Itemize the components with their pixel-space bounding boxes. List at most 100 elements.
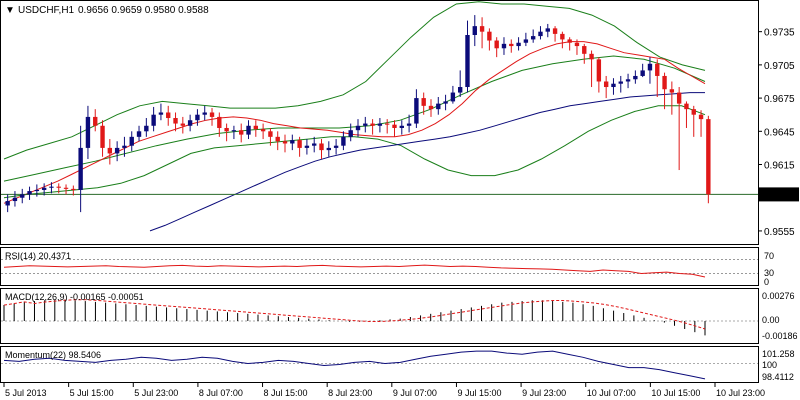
candle-body xyxy=(20,194,25,198)
candle-body xyxy=(479,26,485,32)
candle-body xyxy=(151,114,156,126)
price-tick-label: 0.9645 xyxy=(764,127,795,138)
price-tick-label: 0.9675 xyxy=(764,94,795,105)
time-tick-label: 9 Jul 15:00 xyxy=(457,388,501,398)
candle-body xyxy=(122,145,127,148)
candle-body xyxy=(618,81,623,84)
candle-body xyxy=(290,140,295,144)
candle-body xyxy=(12,197,18,202)
time-tick-label: 8 Jul 07:00 xyxy=(199,388,243,398)
candle-body xyxy=(217,116,222,128)
time-tick-label: 5 Jul 15:00 xyxy=(70,388,114,398)
candle-body xyxy=(633,75,638,80)
candle-body xyxy=(406,123,412,126)
momentum-series-layer xyxy=(1,350,758,380)
current-price-box xyxy=(759,187,799,202)
candle-body xyxy=(574,42,580,47)
macd-label: MACD(12,26,9) -0.00165 -0.00051 xyxy=(5,292,144,302)
candle-body xyxy=(538,31,543,37)
candle-body xyxy=(523,39,529,43)
candle-body xyxy=(195,114,200,121)
candle-body xyxy=(421,98,426,106)
candle-body xyxy=(78,147,83,190)
candle-body xyxy=(691,109,696,115)
candle-body xyxy=(640,70,645,76)
candle-body xyxy=(450,92,456,102)
candle-body xyxy=(129,136,134,146)
momentum-panel-frame xyxy=(0,346,759,383)
price-tick-label: 0.9735 xyxy=(764,28,795,39)
time-tick-label: 8 Jul 23:00 xyxy=(328,388,372,398)
price-tick-label: 0.9705 xyxy=(764,61,795,72)
momentum-level-high: 101.258 xyxy=(762,349,795,359)
candle-body xyxy=(596,59,602,82)
time-tick-label: 9 Jul 23:00 xyxy=(522,388,566,398)
candle-body xyxy=(399,125,404,128)
momentum-line xyxy=(3,350,706,380)
macd-panel-frame xyxy=(0,288,759,344)
candle-body xyxy=(239,130,244,135)
candle-body xyxy=(625,79,631,82)
candle-body xyxy=(662,75,667,90)
axis-layer: 0.9735 0.9705 0.9675 0.9645 0.9615 0.9555 0.95… xyxy=(3,28,799,398)
candle-body xyxy=(5,201,10,206)
macd-series-layer xyxy=(1,299,758,336)
candle-body xyxy=(180,123,186,126)
candle-body xyxy=(253,125,259,130)
candle-body xyxy=(516,42,521,47)
candle-body xyxy=(63,187,69,189)
candle-body xyxy=(209,112,215,117)
candle-body xyxy=(655,63,660,76)
bollinger-upper-line xyxy=(3,1,706,160)
candle-body xyxy=(348,130,353,137)
rsi-series-layer xyxy=(1,259,758,278)
candle-body xyxy=(603,81,609,88)
time-tick-label: 9 Jul 07:00 xyxy=(393,388,437,398)
candle-body xyxy=(319,143,324,151)
candle-body xyxy=(552,28,558,34)
candle-body xyxy=(582,46,587,54)
time-tick-label: 5 Jul 2013 xyxy=(5,388,47,398)
candle-body xyxy=(41,187,47,190)
candle-body xyxy=(27,191,32,195)
blue-moving-average-line xyxy=(149,92,705,232)
macd-signal-line xyxy=(3,299,706,330)
candle-body xyxy=(611,83,616,88)
candle-body xyxy=(56,186,61,188)
candle-body xyxy=(297,140,302,148)
time-tick-label: 10 Jul 07:00 xyxy=(587,388,636,398)
candle-body xyxy=(487,31,492,41)
price-series-layer xyxy=(1,1,758,232)
candle-body xyxy=(706,119,711,195)
candle-body xyxy=(144,125,149,132)
candle-body xyxy=(530,36,536,40)
candle-body xyxy=(385,123,390,125)
rsi-level-0: 0 xyxy=(764,277,769,287)
candle-body xyxy=(275,136,280,142)
candle-body xyxy=(370,123,375,126)
collapse-triangle-icon[interactable]: ▼ xyxy=(5,5,15,16)
candle-body xyxy=(355,125,361,131)
candle-body xyxy=(472,26,477,35)
candle-body xyxy=(71,188,76,190)
candle-body xyxy=(676,92,682,104)
candle-body xyxy=(567,39,572,43)
candle-body xyxy=(202,112,207,115)
candle-body xyxy=(377,123,383,126)
current-price-label: 0.9588 xyxy=(762,190,793,201)
rsi-line xyxy=(3,264,706,278)
macd-level-zero: 0.00 xyxy=(762,315,780,325)
candle-body xyxy=(246,125,251,135)
candle-body xyxy=(224,127,229,132)
candle-body xyxy=(34,189,40,192)
time-tick-label: 10 Jul 15:00 xyxy=(651,388,700,398)
candle-body xyxy=(304,145,310,148)
symbol-label: USDCHF,H1 xyxy=(18,5,75,16)
time-tick-label: 8 Jul 15:00 xyxy=(264,388,308,398)
candle-body xyxy=(560,33,565,40)
candle-body xyxy=(589,53,594,60)
candle-body xyxy=(312,143,317,146)
candle-body xyxy=(436,103,441,110)
time-tick-label: 10 Jul 23:00 xyxy=(716,388,765,398)
